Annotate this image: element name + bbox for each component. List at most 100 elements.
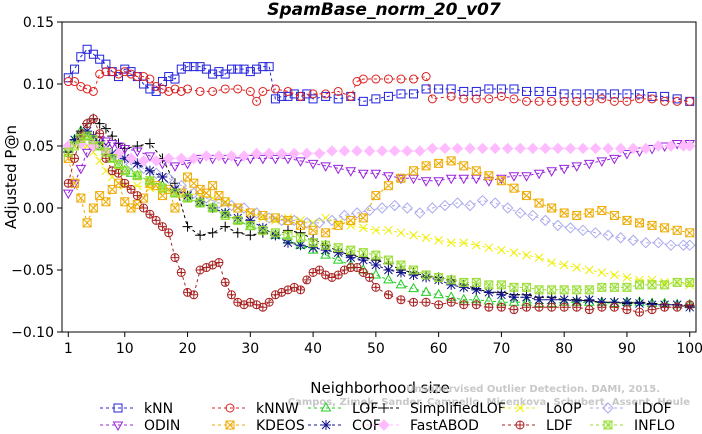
data-point — [584, 89, 594, 99]
data-point — [596, 157, 608, 167]
data-point — [220, 84, 230, 94]
data-point — [483, 177, 495, 187]
data-point — [257, 154, 269, 165]
data-point — [439, 142, 451, 155]
data-point — [321, 213, 330, 223]
data-point — [245, 67, 255, 77]
data-point — [559, 260, 569, 270]
data-point — [434, 84, 444, 94]
legend-item-lof: LOF — [308, 401, 378, 417]
data-point — [170, 253, 180, 263]
series-line-loop — [68, 142, 690, 286]
data-point — [471, 86, 481, 96]
data-point — [383, 74, 393, 84]
x-tick-label: 1 — [64, 341, 73, 357]
data-point — [277, 91, 287, 101]
data-point — [634, 147, 645, 157]
legend-item-inflo: INFLO — [590, 418, 675, 434]
data-point — [320, 162, 331, 172]
data-point — [244, 154, 256, 165]
data-point — [220, 197, 230, 207]
data-point — [388, 199, 401, 212]
data-point — [283, 91, 293, 101]
data-point — [589, 142, 602, 155]
data-point — [534, 294, 545, 305]
data-point — [302, 89, 312, 99]
data-point — [459, 277, 469, 287]
data-point — [635, 280, 645, 290]
legend-item-knn: kNN — [100, 401, 173, 417]
data-point — [376, 202, 388, 214]
data-point — [558, 164, 570, 175]
data-point — [338, 209, 351, 222]
legend-label: LOF — [352, 401, 378, 417]
data-point — [333, 270, 343, 280]
data-point — [383, 273, 394, 284]
data-point — [396, 173, 406, 183]
data-point — [484, 84, 494, 94]
data-point — [208, 203, 218, 213]
data-point — [451, 142, 464, 155]
data-point — [589, 227, 602, 239]
data-point — [245, 208, 255, 218]
data-point — [476, 142, 489, 155]
data-point — [195, 198, 205, 208]
legend-label: LDOF — [634, 401, 672, 417]
data-point — [125, 152, 137, 165]
data-point — [421, 297, 431, 307]
legend-marker — [378, 419, 390, 431]
data-point — [333, 218, 343, 228]
data-point — [627, 142, 639, 155]
data-point — [183, 193, 193, 203]
legend-label: LoOP — [546, 401, 582, 417]
data-point — [597, 282, 607, 292]
data-point — [376, 145, 388, 157]
data-point — [332, 254, 344, 264]
data-point — [383, 172, 394, 182]
data-point — [409, 89, 419, 99]
data-point — [195, 86, 205, 96]
legend-marker — [112, 421, 124, 432]
data-point — [660, 302, 670, 312]
data-point — [459, 86, 469, 96]
data-point — [183, 62, 193, 72]
data-point — [183, 84, 193, 94]
data-point — [283, 86, 293, 96]
data-point — [157, 222, 167, 232]
data-point — [213, 150, 225, 162]
data-point — [509, 94, 519, 104]
data-point — [609, 89, 619, 99]
data-point — [82, 84, 92, 94]
data-point — [326, 145, 338, 157]
data-point — [358, 223, 368, 233]
data-point — [258, 62, 268, 72]
data-point — [101, 59, 111, 69]
data-point — [539, 142, 552, 155]
data-point — [232, 227, 243, 238]
legend-item-odin: ODIN — [100, 418, 180, 434]
data-point — [264, 297, 274, 307]
data-point — [597, 89, 607, 99]
x-tick-label: 80 — [555, 341, 573, 357]
legend-marker — [602, 402, 614, 414]
data-point — [401, 145, 413, 157]
data-point — [652, 237, 665, 249]
data-point — [552, 219, 564, 232]
data-point — [63, 178, 73, 188]
data-point — [584, 208, 594, 218]
data-point — [95, 129, 105, 139]
data-point — [552, 142, 564, 155]
data-point — [69, 134, 80, 145]
data-point — [370, 260, 381, 271]
data-point — [131, 147, 143, 157]
data-point — [345, 252, 356, 263]
legend-item-loop: LoOP — [502, 401, 582, 417]
data-point — [270, 94, 280, 104]
legend-label: SimplifiedLOF — [410, 401, 506, 417]
data-point — [120, 64, 130, 74]
data-point — [635, 89, 645, 99]
data-point — [597, 268, 607, 277]
data-point — [496, 84, 506, 94]
data-point — [622, 96, 632, 106]
data-point — [509, 282, 519, 292]
